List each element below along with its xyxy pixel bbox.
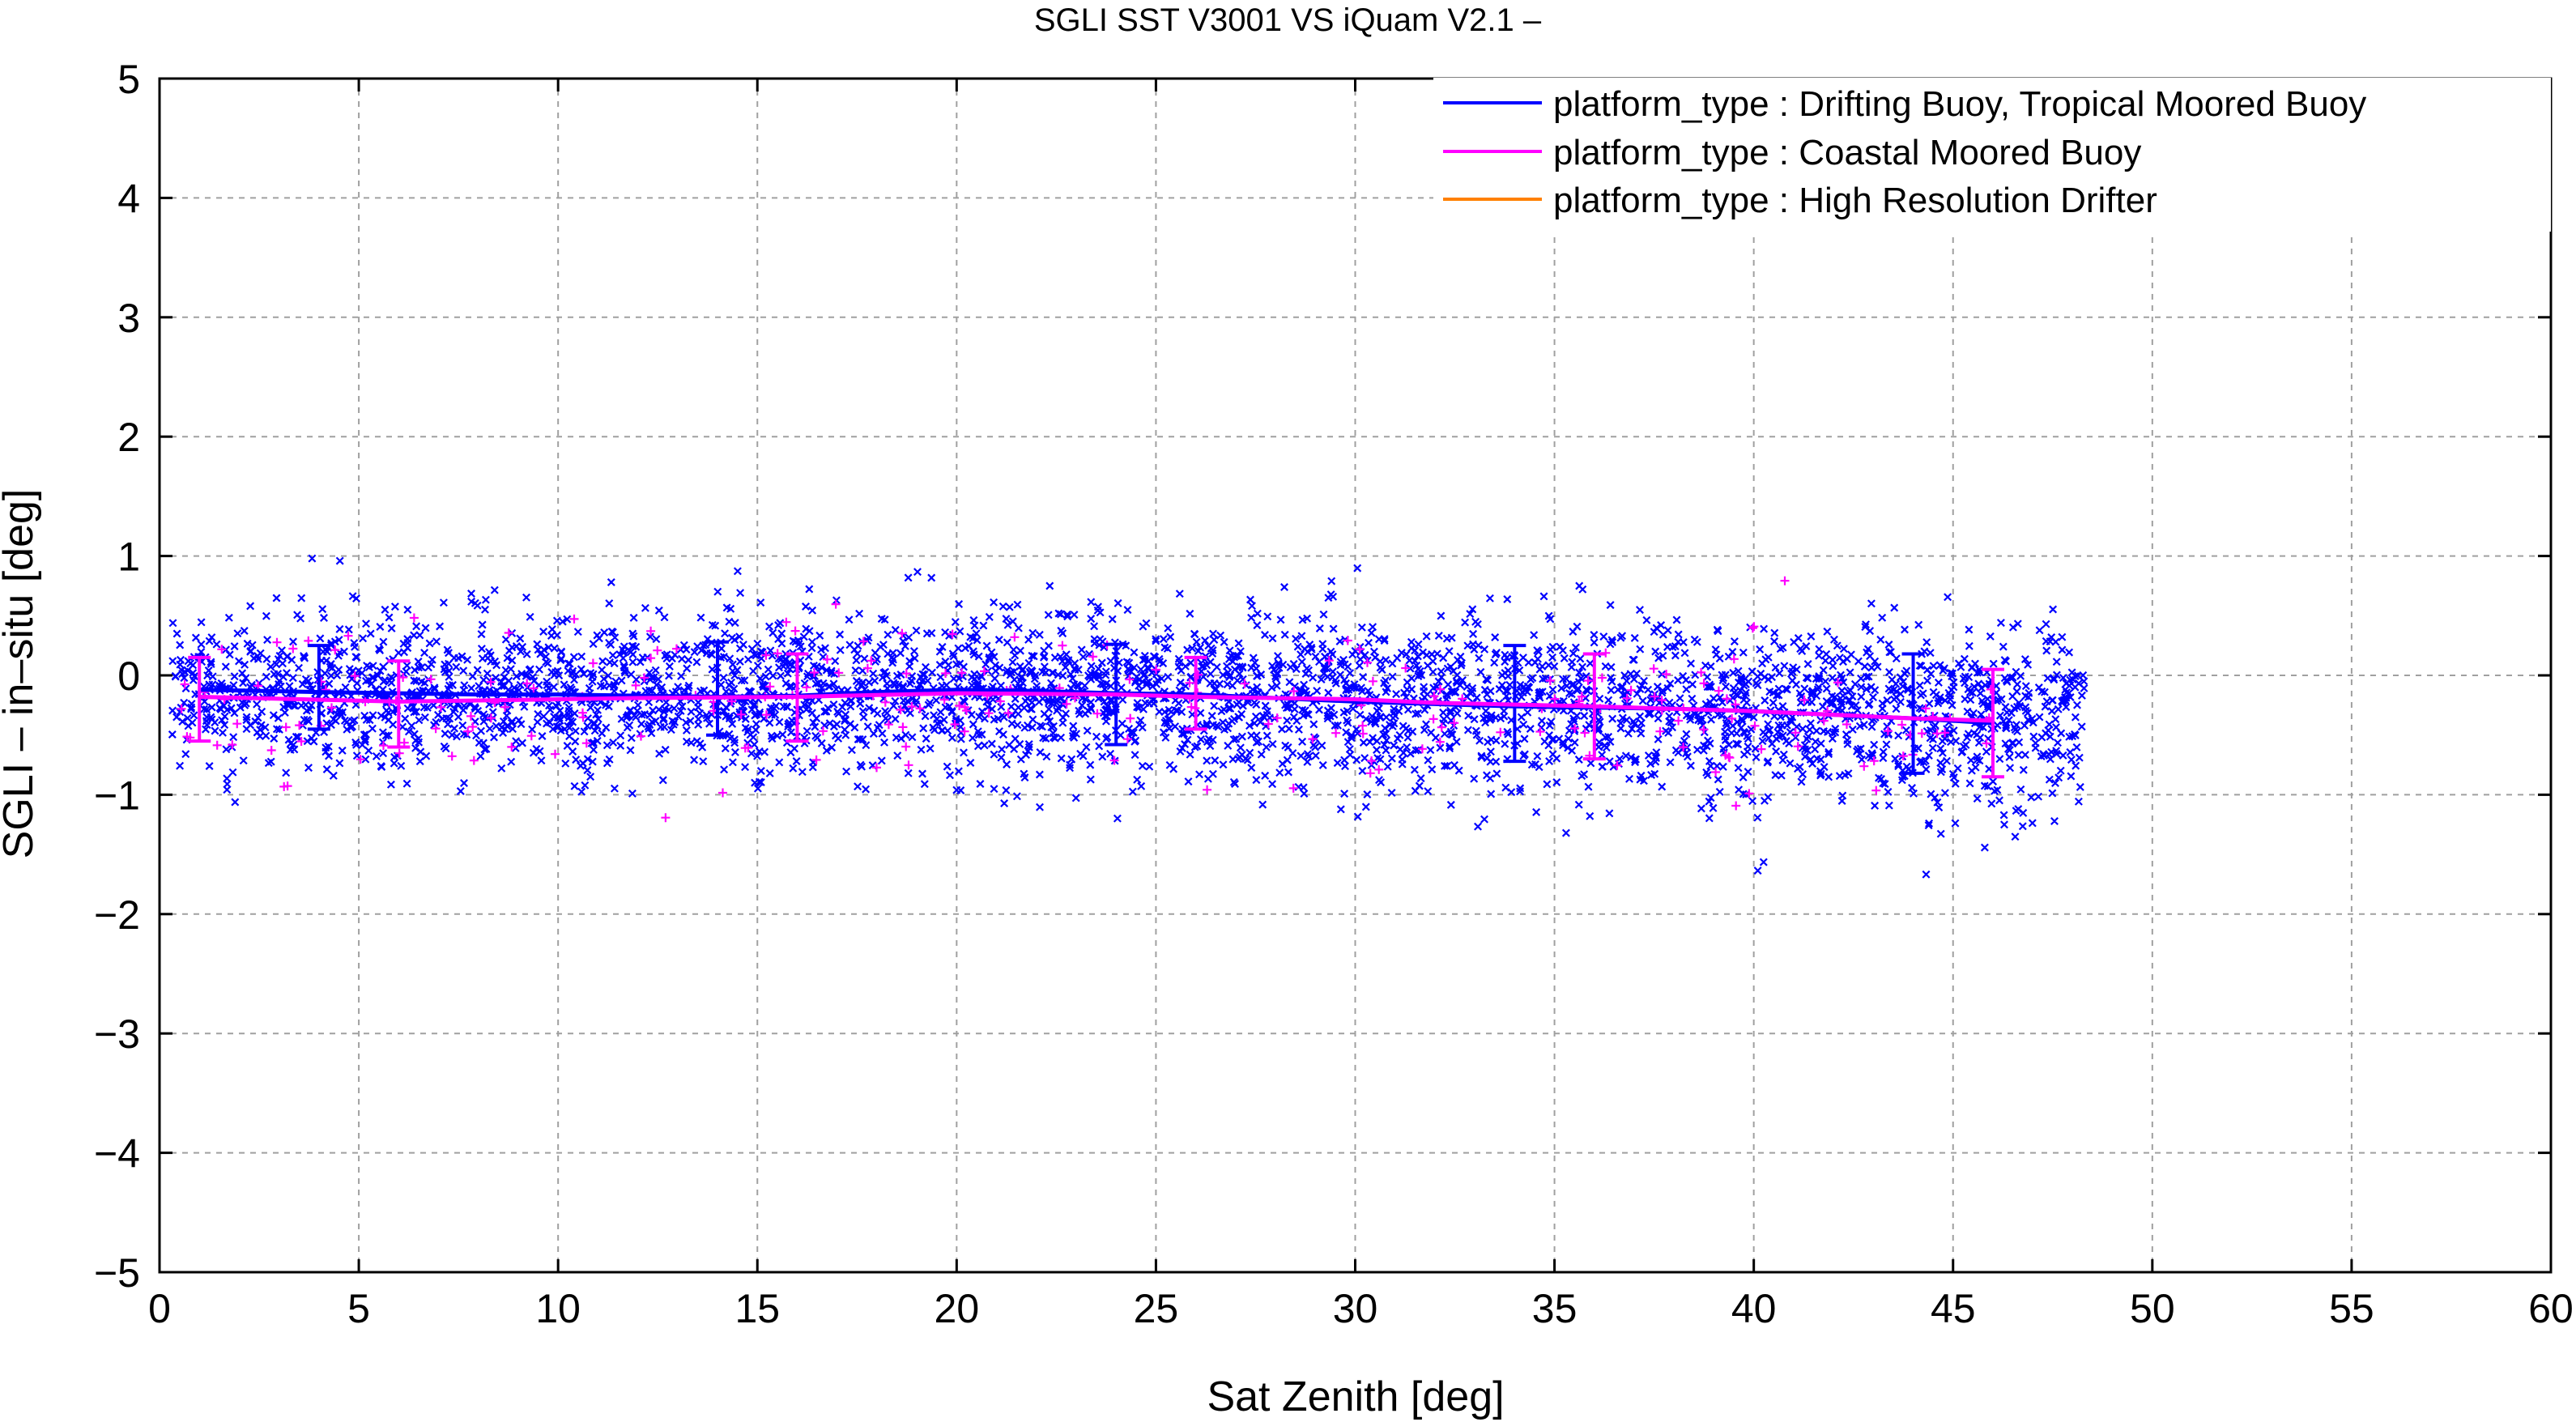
x-tick-label: 45 <box>1931 1286 1976 1331</box>
x-tick-label: 10 <box>535 1286 581 1331</box>
x-tick-label: 50 <box>2130 1286 2175 1331</box>
plot-frame <box>158 77 2553 1274</box>
x-tick-label: 60 <box>2528 1286 2574 1331</box>
y-tick-label: −4 <box>94 1131 140 1177</box>
x-tick-label: 55 <box>2329 1286 2374 1331</box>
legend-background <box>1433 78 2551 232</box>
y-tick-label: 5 <box>117 57 140 102</box>
y-tick-label: −5 <box>94 1250 140 1296</box>
axes <box>158 77 2553 1274</box>
x-tick-label: 35 <box>1532 1286 1578 1331</box>
y-tick-label: 1 <box>117 534 140 580</box>
x-tick-label: 40 <box>1731 1286 1777 1331</box>
legend: platform_type : Drifting Buoy, Tropical … <box>1433 78 2551 232</box>
y-tick-label: 2 <box>117 415 140 460</box>
y-axis-title: SGLI – in–situ [deg] <box>0 489 42 859</box>
y-tick-label: 4 <box>117 176 140 221</box>
y-tick-label: 0 <box>117 654 140 699</box>
x-tick-label: 30 <box>1333 1286 1378 1331</box>
y-tick-label: −3 <box>94 1011 140 1057</box>
y-tick-label: −2 <box>94 892 140 938</box>
y-tick-label: −1 <box>94 773 140 818</box>
x-tick-label: 25 <box>1134 1286 1179 1331</box>
x-tick-label: 5 <box>347 1286 370 1331</box>
legend-label-coastal-moored-buoy: platform_type : Coastal Moored Buoy <box>1553 133 2141 172</box>
x-tick-label: 20 <box>935 1286 980 1331</box>
x-axis-title: Sat Zenith [deg] <box>1207 1373 1504 1420</box>
chart-title: SGLI SST V3001 VS iQuam V2.1 – <box>1034 2 1542 38</box>
legend-label-drifting-buoy: platform_type : Drifting Buoy, Tropical … <box>1553 84 2366 124</box>
legend-label-high-resolution-drifter: platform_type : High Resolution Drifter <box>1553 181 2157 220</box>
x-tick-label: 0 <box>148 1286 171 1331</box>
series-coastal-moored-buoy-mean-line <box>199 691 1994 723</box>
x-tick-label: 15 <box>734 1286 780 1331</box>
grid <box>160 79 2551 1272</box>
mean-lines <box>188 640 2004 779</box>
y-tick-label: 3 <box>117 296 140 341</box>
